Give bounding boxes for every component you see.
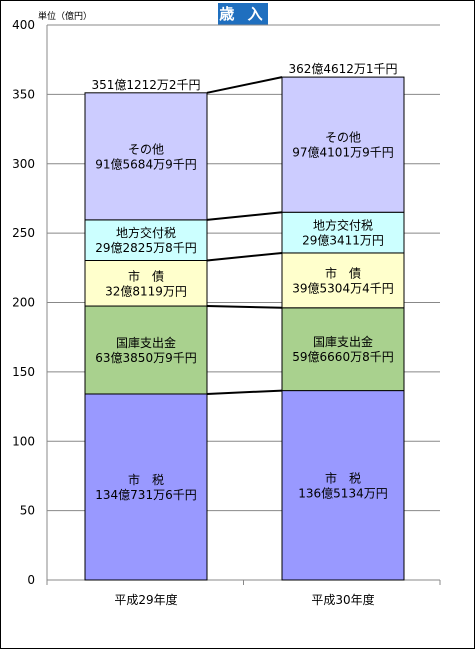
series-connector-4 (206, 76, 283, 94)
total-label-0: 351億1212万2千円 (91, 78, 200, 92)
segment-value-label-1-0: 63億3850万9千円 (95, 351, 196, 365)
segment-value-label-3-1: 29億3411万円 (302, 234, 384, 248)
segment-name-4-1: その他 (325, 131, 361, 145)
bar-segment-1-1 (281, 307, 405, 392)
segment-value-label-3-0: 29億2825万8千円 (95, 241, 196, 255)
segment-name-0-0: 市 税 (128, 472, 164, 487)
bar-segment-3-0 (84, 219, 208, 262)
y-tick-label-7: 350 (12, 87, 35, 101)
segment-value-label-2-0: 32億8119万円 (105, 284, 187, 298)
y-tick-label-2: 100 (12, 434, 35, 448)
chart-title: 歳 入 (218, 3, 268, 25)
x-category-label-0: 平成29年度 (114, 592, 177, 607)
y-tick-label-5: 250 (12, 226, 35, 240)
segment-name-0-1: 市 税 (325, 470, 361, 485)
segment-name-2-1: 市 債 (325, 265, 361, 280)
series-connector-3 (206, 211, 283, 221)
bar-segment-0-1 (281, 390, 405, 581)
y-tick-label-1: 50 (20, 504, 35, 518)
bar-segment-4-1 (281, 76, 405, 213)
series-connector-0 (206, 389, 283, 395)
segment-name-1-0: 国庫支出金 (116, 335, 176, 350)
segment-value-label-0-1: 136億5134万円 (298, 486, 387, 500)
bar-segment-2-1 (281, 252, 405, 309)
x-category-label-1: 平成30年度 (311, 592, 374, 607)
total-label-1: 362億4612万1千円 (288, 62, 397, 76)
series-connector-1 (206, 305, 283, 309)
segment-value-label-0-0: 134億731万6千円 (95, 488, 196, 502)
segment-value-label-2-1: 39億5304万4千円 (292, 281, 393, 295)
segment-name-2-0: 市 債 (128, 268, 164, 283)
y-tick-label-6: 300 (12, 157, 35, 171)
segment-name-3-0: 地方交付税 (116, 225, 176, 240)
segment-name-3-1: 地方交付税 (313, 218, 373, 233)
segment-name-1-1: 国庫支出金 (313, 334, 373, 349)
y-tick-label-0: 0 (27, 573, 35, 587)
bar-segment-3-1 (281, 211, 405, 254)
unit-label: 単位（億円） (38, 12, 93, 22)
y-tick-label-4: 200 (12, 296, 35, 310)
segment-name-4-0: その他 (128, 142, 164, 156)
y-tick-label-3: 150 (12, 365, 35, 379)
y-tick-label-8: 400 (12, 18, 35, 32)
segment-value-label-4-0: 91億5684万9千円 (95, 157, 196, 171)
segment-value-label-1-1: 59億6660万8千円 (292, 350, 393, 364)
segment-value-label-4-1: 97億4101万9千円 (292, 146, 393, 160)
series-connector-2 (206, 251, 283, 262)
bar-segment-4-0 (84, 92, 208, 221)
